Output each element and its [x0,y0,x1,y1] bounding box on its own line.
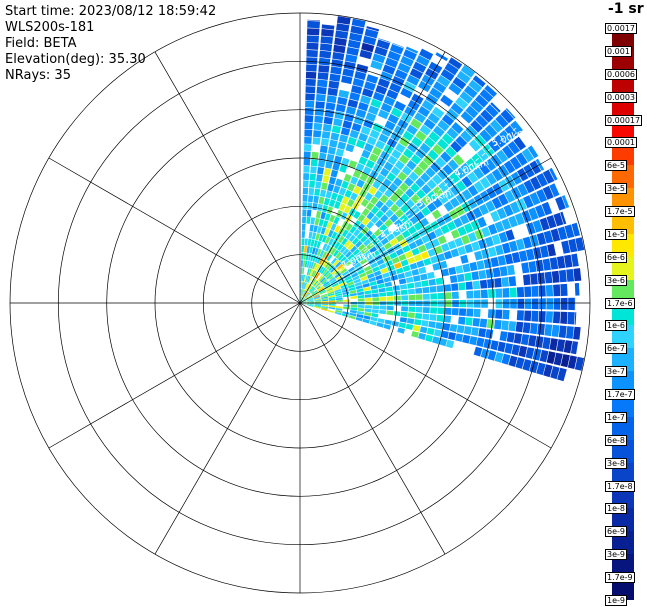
colorbar-tick-label: 1.7e-5 [605,206,635,218]
colorbar-tick-label: 0.0003 [605,91,637,103]
polar-grid [9,12,591,594]
colorbar-tick-label: 6e-6 [605,251,627,263]
colorbar-tick-label: 1.7e-7 [605,389,635,401]
colorbar-tick-label: 0.0001 [605,137,637,149]
colorbar-tick-label: 1e-8 [605,503,627,515]
colorbar-tick-label: 0.00017 [605,114,643,126]
colorbar-tick-label: 1e-9 [605,595,627,606]
colorbar-tick-label: 0.0017 [605,23,637,34]
colorbar: 0.0017 0.001 0.0006 0.0003 0.00017 0.0001 6e-5… [605,23,643,606]
colorbar-tick-label: 3e-8 [605,457,627,469]
colorbar-tick-label: 3e-6 [605,274,627,286]
colorbar-tick-label: 6e-8 [605,434,627,446]
colorbar-tick-label: 1.7e-8 [605,480,635,492]
range-label-axis-line [307,120,526,298]
field-text: Field: BETA [5,36,77,51]
scan-info-block: Start time: 2023/08/12 18:59:42 WLS200s-… [5,4,216,84]
beta-wedge-cells [300,16,585,382]
instrument-text: WLS200s-181 [5,20,95,35]
colorbar-tick-label: 0.001 [605,45,632,57]
colorbar-tick-label: 1e-7 [605,411,627,423]
colorbar-tick-label: 0.0006 [605,68,637,80]
colorbar-tick-label: 3e-7 [605,366,627,378]
colorbar-tick-label: 3e-5 [605,183,627,195]
colorbar-tick-label: 6e-9 [605,526,627,538]
colorbar-tick-label: 1.7e-6 [605,297,635,309]
colorbar-tick-label: 6e-5 [605,160,627,172]
colorbar-tick-label: 1.7e-9 [605,572,635,584]
colorbar-units-label: -1 sr [608,1,644,17]
colorbar-tick-label: 6e-7 [605,343,627,355]
start-time-text: Start time: 2023/08/12 18:59:42 [5,4,217,19]
colorbar-tick-label: 1e-5 [605,228,627,240]
colorbar-tick-label: 1e-6 [605,320,627,332]
colorbar-tick-label: 3e-9 [605,549,627,561]
nrays-text: NRays: 35 [5,68,71,83]
elevation-text: Elevation(deg): 35.30 [5,52,146,67]
